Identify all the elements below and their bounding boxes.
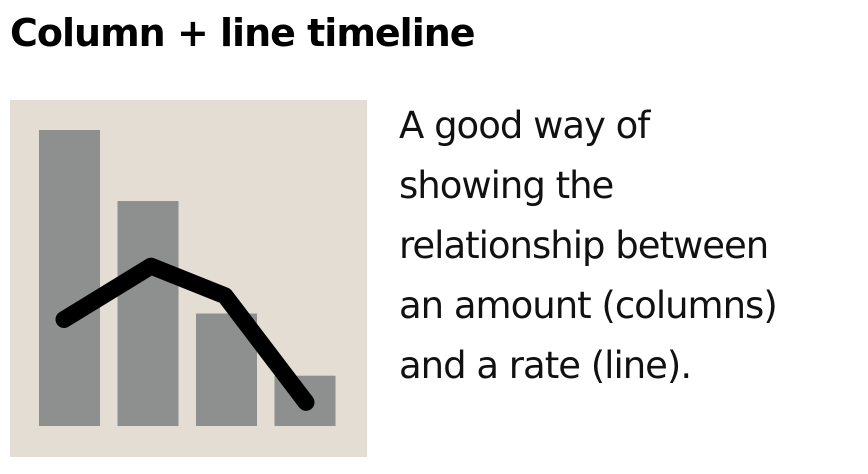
description-line-1: A good way of (399, 104, 650, 147)
description-line-4: an amount (columns) (399, 284, 778, 327)
description-line-3: relationship between (399, 224, 769, 267)
column-line-thumbnail (10, 100, 367, 457)
rate-line (55, 257, 315, 411)
column-bar (117, 201, 179, 426)
description: A good way of showing the relationship b… (399, 96, 861, 396)
description-line-5: and a rate (line). (399, 344, 692, 387)
column-bar (39, 130, 100, 426)
thumbnail-title: Column + line timeline (10, 11, 476, 55)
description-line-2: showing the (399, 164, 614, 207)
